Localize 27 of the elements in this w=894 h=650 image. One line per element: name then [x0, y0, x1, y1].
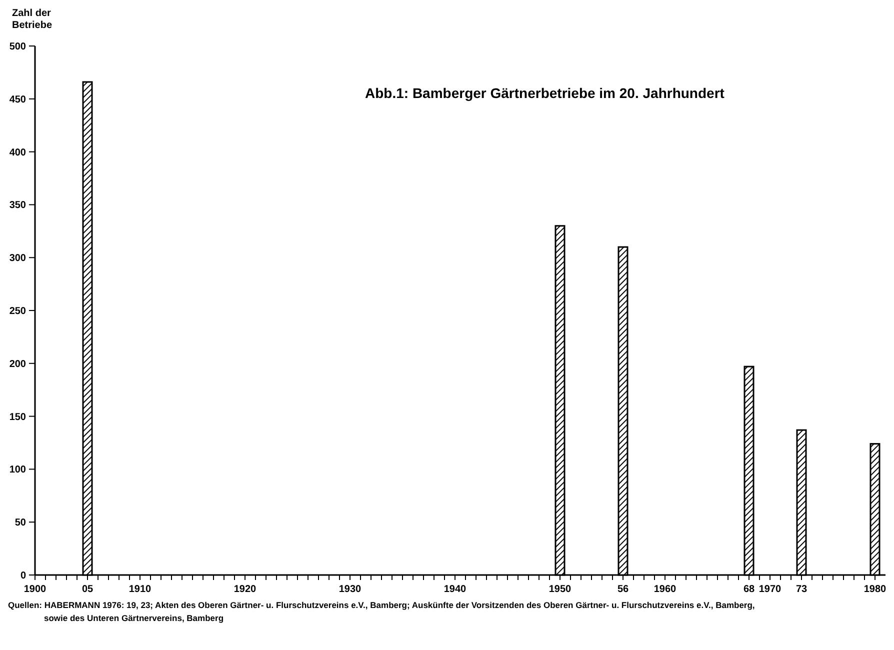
y-tick-label: 100	[9, 464, 26, 476]
x-tick-label: 1960	[654, 584, 677, 595]
x-tick-label: 1950	[548, 584, 572, 595]
y-tick-label: 400	[9, 147, 26, 158]
x-tick-label: 05	[82, 584, 94, 595]
x-tick-label: 1930	[338, 584, 362, 595]
y-tick-label: 50	[14, 518, 26, 529]
y-axis-title: Zahl der Betriebe	[12, 8, 52, 31]
y-tick-label: 300	[9, 253, 26, 264]
x-tick-label: 1910	[128, 584, 152, 595]
x-tick-label: 1900	[24, 584, 47, 595]
x-tick-label: 1940	[444, 584, 467, 595]
y-tick-label: 0	[20, 570, 26, 582]
y-tick-label: 500	[9, 42, 26, 52]
y-tick-label: 150	[9, 412, 26, 423]
y-tick-label: 250	[9, 306, 26, 317]
source-note: Quellen: HABERMANN 1976: 19, 23; Akten des Oberen Gärtner- u. Flurschutzvereins e.V., Bamberg; Auskünfte der Vorsitzenden des Oberen Gärtner- u. Flurschutzvereins e.V., Bamberg, sowie des Unteren Gärtnervereins, Bamberg	[8, 600, 755, 623]
text: Abb.1: Bamberger Gärtnerbetriebe im 20. Jahrhundert	[365, 85, 725, 101]
x-tick-label: 1920	[234, 584, 257, 595]
x-tick-label: 1980	[864, 584, 887, 595]
x-tick-label: 68	[743, 584, 755, 595]
y-tick-label: 350	[9, 200, 26, 212]
x-tick-label: 56	[617, 584, 629, 595]
x-tick-label: 73	[796, 584, 808, 595]
y-tick-label: 200	[9, 358, 26, 370]
x-tick-label: 1970	[758, 584, 782, 595]
y-tick-label: 450	[9, 94, 26, 106]
